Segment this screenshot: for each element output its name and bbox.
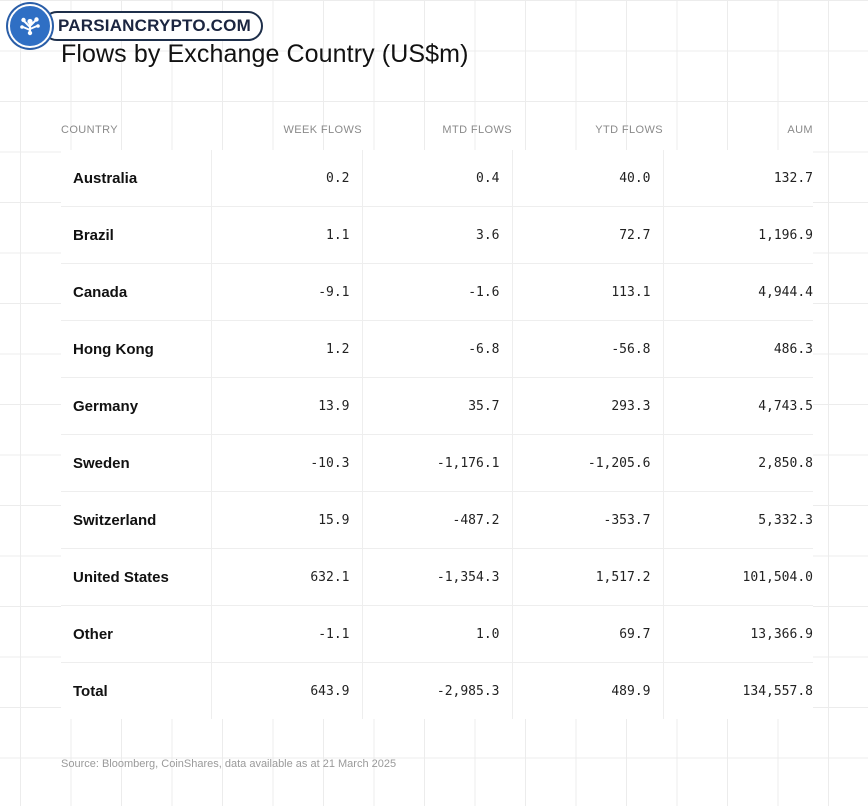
ytd-flows-cell: 113.1: [512, 263, 664, 321]
country-cell: Brazil: [61, 206, 212, 264]
spacer-cell: [61, 142, 211, 150]
week-flows-cell: 643.9: [211, 662, 363, 719]
ytd-flows-cell: 293.3: [512, 377, 664, 435]
country-cell: Germany: [61, 377, 212, 435]
aum-cell: 4,944.4: [663, 263, 813, 321]
ytd-flows-cell: 72.7: [512, 206, 664, 264]
table-body: Australia 0.2 0.4 40.0 132.7 Brazil 1.1 3.6 72.7…: [61, 142, 813, 719]
ytd-flows-header: YTD FLOWS: [595, 124, 663, 136]
country-cell: Canada: [61, 263, 212, 321]
country-cell: Switzerland: [61, 491, 212, 549]
week-flows-header: WEEK FLOWS: [283, 124, 362, 136]
watermark: PARSIANCRYPTO.COM: [8, 4, 263, 48]
table-row: Australia 0.2 0.4 40.0 132.7: [61, 150, 813, 207]
spacer-cell: [362, 142, 512, 150]
header-spacer: [61, 142, 813, 150]
mtd-flows-cell: 3.6: [362, 206, 513, 264]
week-flows-cell: 15.9: [211, 491, 363, 549]
aum-cell: 13,366.9: [663, 605, 813, 663]
mtd-flows-cell: 35.7: [362, 377, 513, 435]
spacer-cell: [512, 142, 663, 150]
week-flows-cell: 1.2: [211, 320, 363, 378]
country-cell: Sweden: [61, 434, 212, 492]
ytd-flows-cell: 489.9: [512, 662, 664, 719]
week-flows-cell: 1.1: [211, 206, 363, 264]
aum-cell: 132.7: [663, 150, 813, 207]
mtd-flows-cell: -1.6: [362, 263, 513, 321]
mtd-flows-cell: 0.4: [362, 150, 513, 207]
mtd-flows-cell: -1,176.1: [362, 434, 513, 492]
mtd-flows-cell: -1,354.3: [362, 548, 513, 606]
ytd-flows-cell: -353.7: [512, 491, 664, 549]
aum-header: AUM: [787, 124, 813, 136]
table-row: Total 643.9 -2,985.3 489.9 134,557.8: [61, 662, 813, 719]
country-cell: United States: [61, 548, 212, 606]
mtd-flows-header: MTD FLOWS: [442, 124, 512, 136]
aum-cell: 2,850.8: [663, 434, 813, 492]
aum-cell: 101,504.0: [663, 548, 813, 606]
table-row: Switzerland 15.9 -487.2 -353.7 5,332.3: [61, 491, 813, 549]
country-cell: Australia: [61, 150, 212, 207]
spacer-cell: [211, 142, 362, 150]
mtd-flows-cell: -6.8: [362, 320, 513, 378]
flows-table: COUNTRY WEEK FLOWS MTD FLOWS YTD FLOWS AUM A…: [61, 118, 813, 719]
week-flows-cell: -1.1: [211, 605, 363, 663]
week-flows-cell: 13.9: [211, 377, 363, 435]
ytd-flows-cell: 40.0: [512, 150, 664, 207]
country-cell: Hong Kong: [61, 320, 212, 378]
table-row: Canada -9.1 -1.6 113.1 4,944.4: [61, 263, 813, 321]
ytd-flows-cell: 1,517.2: [512, 548, 664, 606]
aum-cell: 1,196.9: [663, 206, 813, 264]
spacer-cell: [663, 142, 813, 150]
table-row: United States 632.1 -1,354.3 1,517.2 101,504…: [61, 548, 813, 606]
table-row: Other -1.1 1.0 69.7 13,366.9: [61, 605, 813, 663]
ytd-flows-cell: -1,205.6: [512, 434, 664, 492]
mtd-flows-cell: -487.2: [362, 491, 513, 549]
header-row: COUNTRY WEEK FLOWS MTD FLOWS YTD FLOWS AUM: [61, 118, 813, 142]
country-cell: Other: [61, 605, 212, 663]
tree-icon: [8, 4, 52, 48]
source-note: Source: Bloomberg, CoinShares, data avai…: [61, 758, 397, 770]
aum-cell: 5,332.3: [663, 491, 813, 549]
table-row: Germany 13.9 35.7 293.3 4,743.5: [61, 377, 813, 435]
week-flows-cell: 632.1: [211, 548, 363, 606]
table-row: Brazil 1.1 3.6 72.7 1,196.9: [61, 206, 813, 264]
aum-cell: 4,743.5: [663, 377, 813, 435]
week-flows-cell: -9.1: [211, 263, 363, 321]
table-row: Hong Kong 1.2 -6.8 -56.8 486.3: [61, 320, 813, 378]
country-header: COUNTRY: [61, 124, 118, 136]
watermark-text: PARSIANCRYPTO.COM: [42, 11, 263, 41]
table-header: COUNTRY WEEK FLOWS MTD FLOWS YTD FLOWS AUM: [61, 118, 813, 142]
table-row: Sweden -10.3 -1,176.1 -1,205.6 2,850.8: [61, 434, 813, 492]
aum-cell: 486.3: [663, 320, 813, 378]
flows-table-container: COUNTRY WEEK FLOWS MTD FLOWS YTD FLOWS AUM A…: [61, 118, 813, 719]
week-flows-cell: -10.3: [211, 434, 363, 492]
country-cell: Total: [61, 662, 212, 719]
week-flows-cell: 0.2: [211, 150, 363, 207]
page-title: Flows by Exchange Country (US$m): [61, 40, 469, 68]
ytd-flows-cell: -56.8: [512, 320, 664, 378]
aum-cell: 134,557.8: [663, 662, 813, 719]
ytd-flows-cell: 69.7: [512, 605, 664, 663]
mtd-flows-cell: 1.0: [362, 605, 513, 663]
mtd-flows-cell: -2,985.3: [362, 662, 513, 719]
